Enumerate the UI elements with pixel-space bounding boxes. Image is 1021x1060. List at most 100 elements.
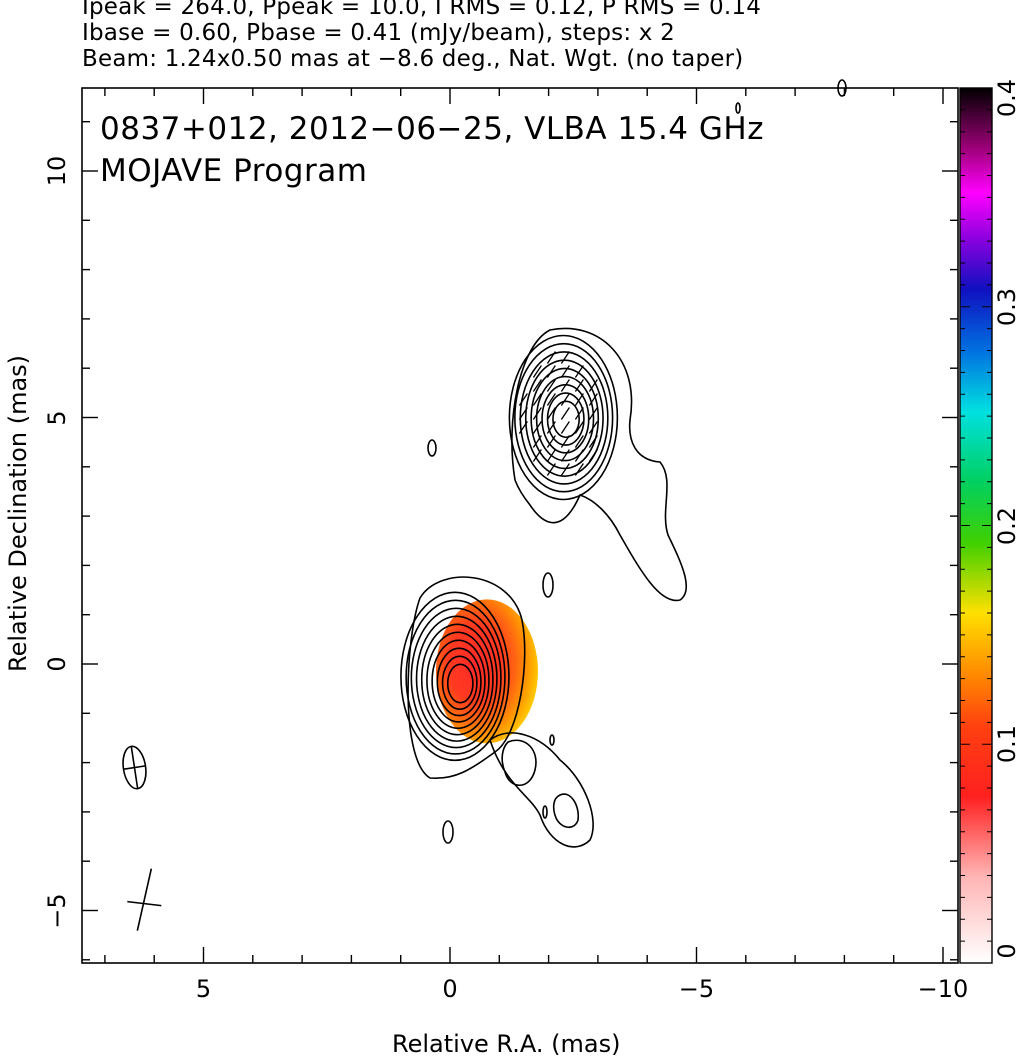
- jet-contour: [535, 375, 595, 462]
- evpa-tick: [574, 365, 584, 378]
- noise-contour: [837, 79, 847, 97]
- evpa-tick: [574, 421, 584, 434]
- evpa-tick: [588, 449, 598, 462]
- jet-contour: [514, 342, 614, 493]
- cross-marker-long: [136, 868, 153, 931]
- evpa-tick: [532, 393, 542, 406]
- evpa-tick: [546, 421, 556, 434]
- colorbar-tick-label: 0.4: [993, 78, 1021, 118]
- evpa-tick: [588, 421, 598, 434]
- evpa-tick: [588, 435, 598, 448]
- evpa-tick: [560, 379, 570, 392]
- x-tick-label: 5: [195, 975, 212, 1003]
- intensity-contours: [122, 79, 847, 931]
- evpa-tick: [532, 365, 542, 378]
- polarization-color-map: [435, 599, 538, 744]
- evpa-tick: [518, 407, 528, 420]
- core-contour: [420, 623, 494, 736]
- plot-title-line-2: MOJAVE Program: [100, 153, 368, 189]
- jet-lower-contour: [489, 732, 594, 848]
- y-axis-title: Relative Declination (mas): [4, 354, 32, 672]
- evpa-tick: [546, 379, 556, 392]
- jet-contour: [508, 334, 619, 501]
- header-line-1: Ipeak = 264.0, Ppeak = 10.0, I RMS = 0.1…: [82, 0, 762, 20]
- evpa-tick: [588, 393, 598, 406]
- evpa-tick: [532, 435, 542, 448]
- core-contour: [415, 615, 498, 742]
- colorbar-tick-label: 0: [993, 943, 1021, 959]
- core-contour: [441, 655, 478, 710]
- evpa-tick: [546, 435, 556, 448]
- x-axis-title: Relative R.A. (mas): [392, 1030, 621, 1058]
- jet-contour-outer: [511, 327, 688, 602]
- colorbar-tick-label: 0.1: [993, 725, 1021, 764]
- jet-contour: [519, 351, 609, 485]
- evpa-tick: [532, 379, 542, 392]
- evpa-tick: [546, 463, 556, 476]
- core-contour: [436, 647, 482, 717]
- noise-contour: [542, 572, 554, 598]
- evpa-tick: [560, 393, 570, 406]
- jet-lower-hole: [501, 739, 537, 787]
- evpa-tick: [588, 379, 598, 392]
- evpa-ticks: [518, 351, 598, 476]
- evpa-tick: [560, 351, 570, 364]
- core-contour: [405, 599, 506, 755]
- y-tick-label: 5: [43, 409, 71, 426]
- evpa-tick: [546, 351, 556, 364]
- core-contour: [410, 607, 502, 749]
- plot-frame: [81, 87, 959, 964]
- core-polarization-color: [435, 599, 538, 744]
- jet-lower-blob: [552, 793, 580, 829]
- evpa-tick: [560, 407, 570, 420]
- evpa-tick: [518, 393, 528, 406]
- evpa-tick: [546, 393, 556, 406]
- noise-contour: [735, 102, 741, 114]
- header-line-2: Ibase = 0.60, Pbase = 0.41 (mJy/beam), s…: [82, 20, 675, 46]
- evpa-tick: [574, 393, 584, 406]
- evpa-tick: [546, 407, 556, 420]
- evpa-tick: [574, 435, 584, 448]
- evpa-tick: [574, 463, 584, 476]
- jet-contour: [552, 400, 580, 439]
- noise-contour: [427, 439, 437, 457]
- noise-contour: [442, 820, 454, 844]
- x-tick-label: −5: [678, 975, 715, 1003]
- x-tick-label: −10: [917, 975, 969, 1003]
- cross-marker-short: [127, 900, 162, 907]
- colorbar-tick-label: 0.3: [993, 287, 1021, 326]
- noise-contour: [549, 734, 555, 746]
- y-tick-label: 0: [43, 656, 71, 672]
- plot-title-line-1: 0837+012, 2012−06−25, VLBA 15.4 GHz: [100, 111, 764, 147]
- core-contour: [446, 663, 474, 704]
- evpa-tick: [532, 421, 542, 434]
- axis-ticks: [82, 88, 958, 963]
- colorbar-tick-label: 0.2: [993, 506, 1021, 545]
- evpa-tick: [560, 449, 570, 462]
- colorbar-ticks: [960, 87, 992, 964]
- core-contour: [426, 631, 490, 730]
- core-contour-outer: [407, 576, 526, 780]
- evpa-tick: [574, 407, 584, 420]
- evpa-tick: [560, 435, 570, 448]
- evpa-tick: [546, 449, 556, 462]
- noise-contour: [542, 805, 548, 819]
- evpa-tick: [574, 449, 584, 462]
- evpa-tick: [588, 407, 598, 420]
- y-tick-label: 10: [43, 155, 71, 187]
- evpa-tick: [518, 421, 528, 434]
- jet-contour: [530, 367, 600, 470]
- y-tick-label: −5: [43, 892, 71, 929]
- header-line-3: Beam: 1.24x0.50 mas at −8.6 deg., Nat. W…: [82, 46, 744, 72]
- evpa-tick: [532, 449, 542, 462]
- evpa-tick: [560, 421, 570, 434]
- core-contour: [431, 639, 486, 723]
- core-contour: [400, 591, 510, 762]
- x-tick-label: 0: [442, 975, 458, 1003]
- evpa-tick: [532, 407, 542, 420]
- evpa-tick: [560, 365, 570, 378]
- evpa-tick: [560, 463, 570, 476]
- beam-ellipse: [122, 745, 147, 790]
- evpa-tick: [546, 365, 556, 378]
